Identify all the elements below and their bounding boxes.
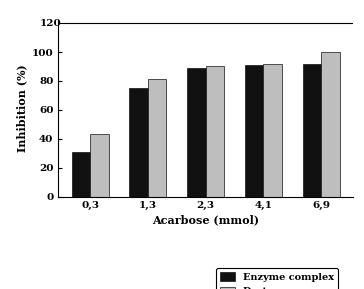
Y-axis label: Inhibition (%): Inhibition (%) (16, 64, 27, 152)
Bar (264, 64, 282, 197)
Bar (321, 52, 340, 197)
Bar (245, 65, 264, 197)
Bar (303, 64, 321, 197)
X-axis label: Acarbose (mmol): Acarbose (mmol) (152, 214, 259, 225)
Bar (206, 66, 224, 197)
Bar (72, 152, 90, 197)
Text: 120: 120 (39, 18, 61, 28)
Bar (130, 88, 148, 197)
Bar (148, 79, 166, 197)
Bar (90, 134, 108, 197)
Bar (187, 68, 206, 197)
Legend: Enzyme complex, Dextransucrase: Enzyme complex, Dextransucrase (217, 268, 338, 289)
